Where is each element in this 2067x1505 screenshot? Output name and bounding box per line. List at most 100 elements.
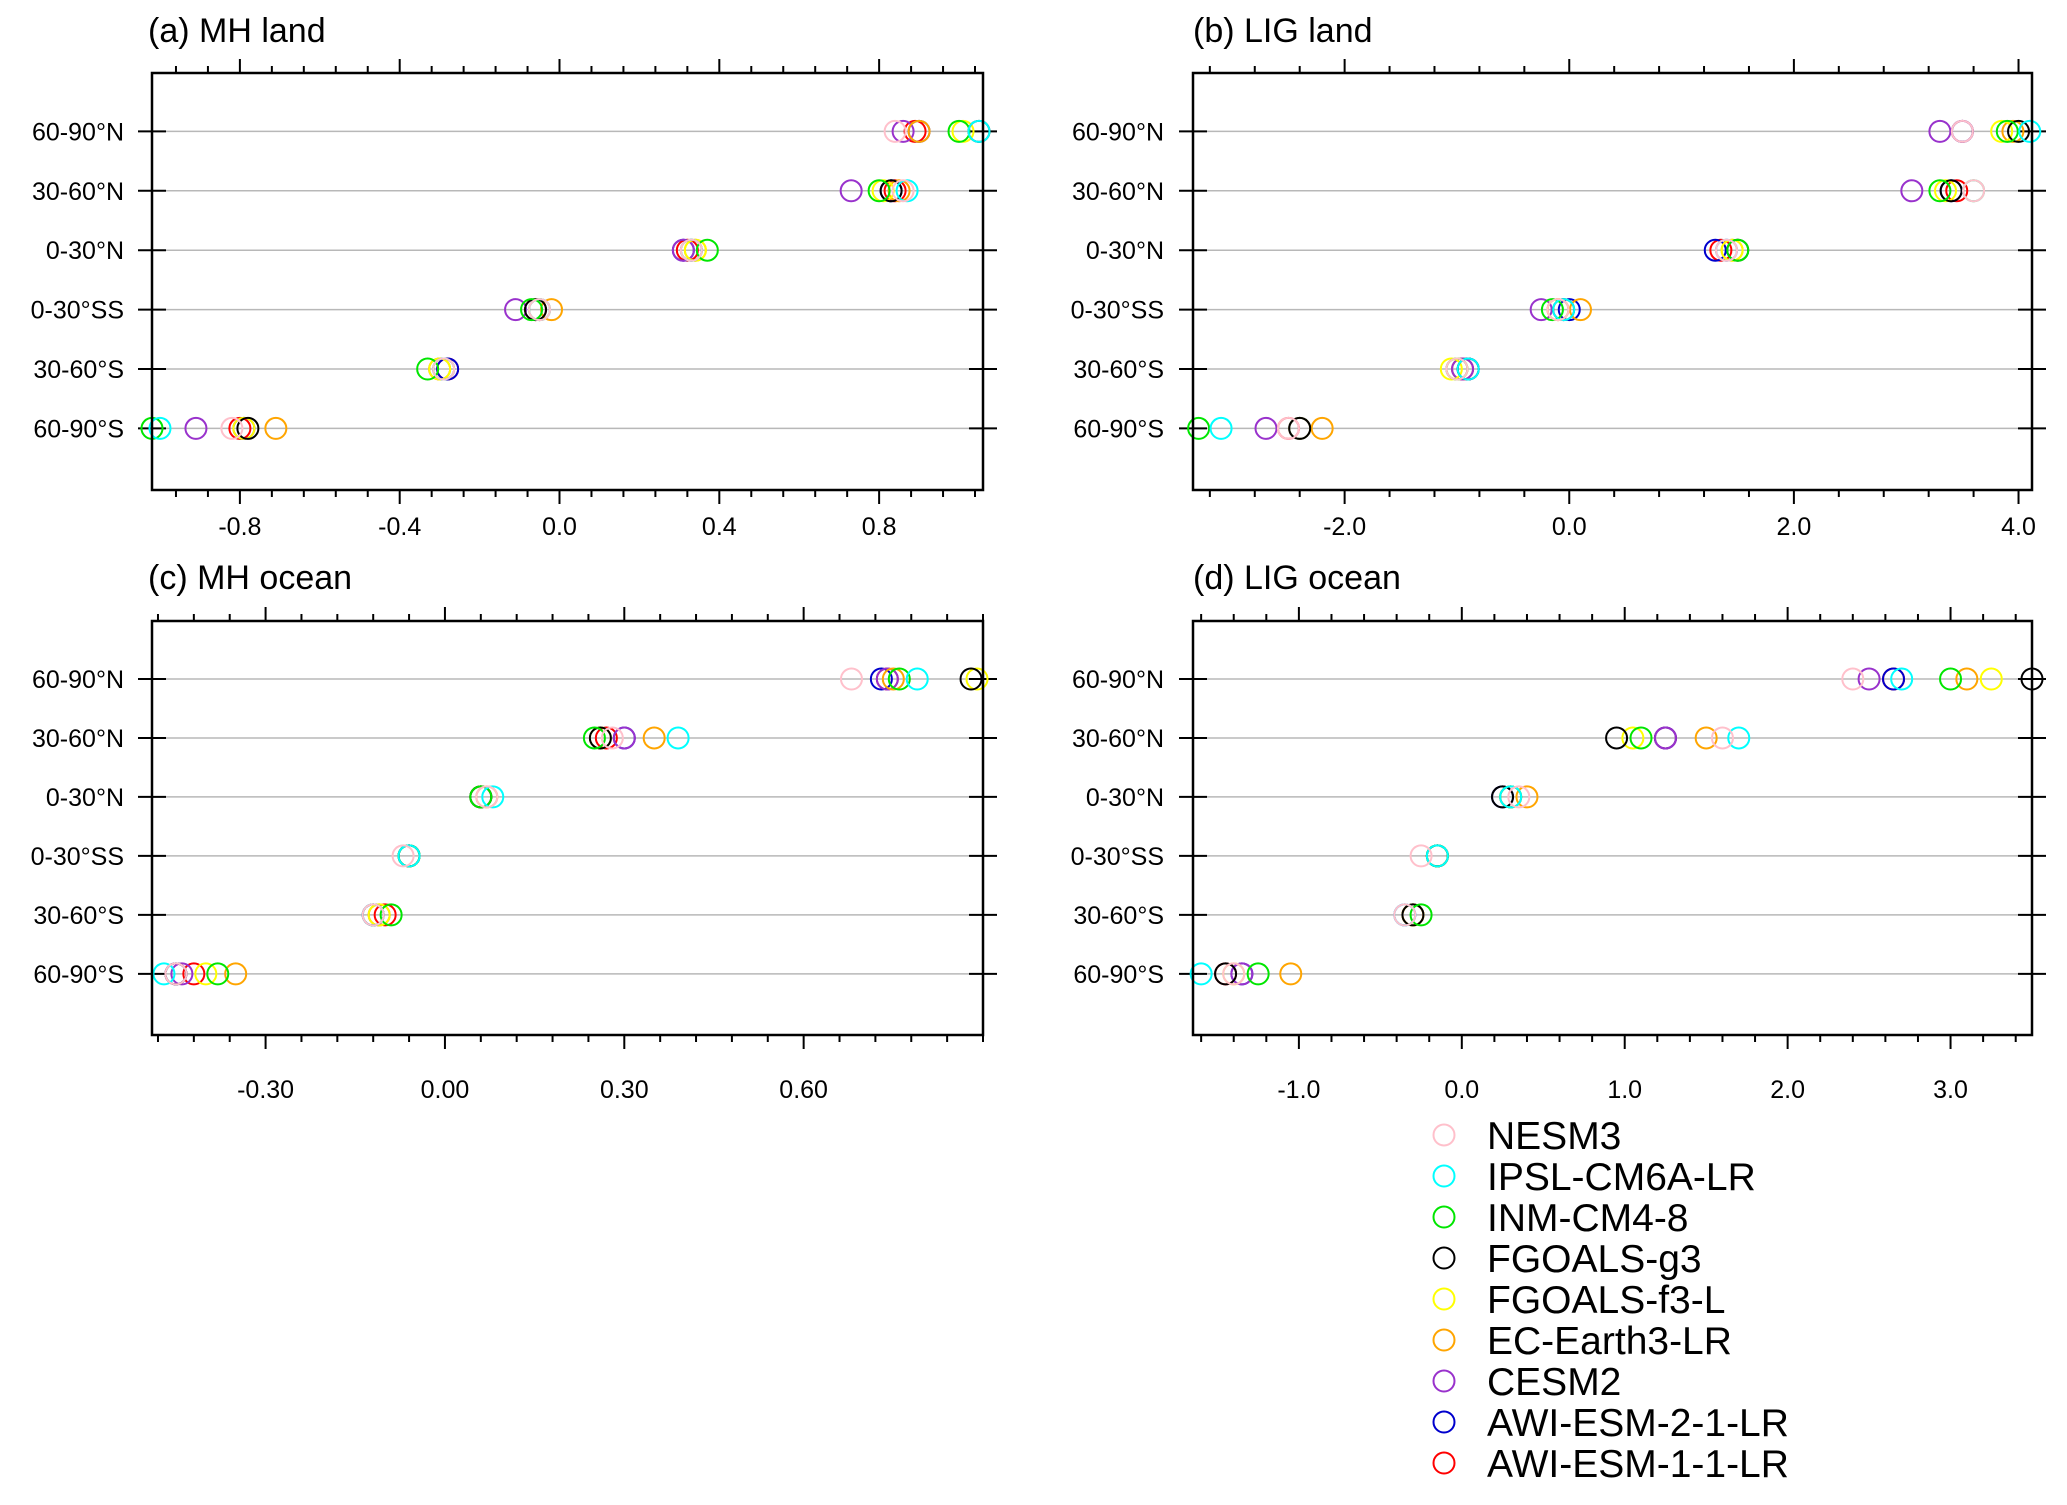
category-label: 60-90°N (1072, 666, 1164, 694)
x-tick-label: -2.0 (1323, 513, 1366, 541)
data-point (206, 962, 230, 986)
data-point (947, 119, 971, 143)
legend-item: EC-Earth3-LR (1432, 1320, 1732, 1363)
data-point (1209, 416, 1233, 440)
panel-title: (b) LIG land (1193, 12, 1373, 50)
data-point (152, 962, 176, 986)
data-point (967, 119, 991, 143)
data-point (1230, 962, 1254, 986)
data-point (588, 726, 612, 750)
data-point (1456, 357, 1480, 381)
data-point (891, 179, 915, 203)
x-tick-label: 2.0 (1770, 1076, 1805, 1104)
panel-c-mh-ocean: (c) MH ocean 60-90°N 30-60°N 0-30°N 0-30°SS 3… (31, 559, 997, 1104)
data-point (184, 416, 208, 440)
category-label: 0-30°N (46, 237, 124, 265)
data-point (1703, 238, 1727, 262)
x-tick-label: -0.8 (218, 513, 261, 541)
data-point (432, 357, 456, 381)
legend-item: AWI-ESM-2-1-LR (1432, 1402, 1789, 1445)
data-point (1401, 903, 1425, 927)
data-point (1507, 785, 1531, 809)
x-tick-label: 0.0 (1552, 513, 1587, 541)
data-point (869, 667, 893, 691)
data-point (367, 903, 391, 927)
data-point (379, 903, 403, 927)
legend-item: AWI-ESM-1-1-LR (1432, 1443, 1789, 1486)
x-tick-label: 0.30 (600, 1076, 649, 1104)
legend-label: INM-CM4-8 (1487, 1197, 1689, 1240)
data-point (879, 179, 903, 203)
legend-marker (1432, 1287, 1456, 1311)
data-point (148, 416, 172, 440)
data-point (1857, 667, 1881, 691)
data-point (1187, 416, 1211, 440)
data-point (1715, 238, 1739, 262)
legend-item: NESM3 (1432, 1115, 1621, 1158)
legend-label: EC-Earth3-LR (1487, 1320, 1732, 1363)
legend-marker (1432, 1328, 1456, 1352)
data-point (1709, 238, 1733, 262)
x-tick-label: 4.0 (2001, 513, 2036, 541)
data-point (679, 238, 703, 262)
data-point (867, 179, 891, 203)
data-point (1310, 416, 1334, 440)
data-point (695, 238, 719, 262)
plot-frame (1191, 619, 2034, 1037)
category-label: 0-30°N (1086, 237, 1164, 265)
x-tick-label: 0.8 (862, 513, 897, 541)
data-point (397, 844, 421, 868)
legend-item: CESM2 (1432, 1361, 1621, 1404)
data-point (612, 726, 636, 750)
data-point (164, 962, 188, 986)
data-point (264, 416, 288, 440)
data-point (642, 726, 666, 750)
legend-item: FGOALS-g3 (1432, 1238, 1702, 1281)
category-label: 60-90°N (32, 666, 124, 694)
data-point (236, 416, 260, 440)
data-point (1995, 119, 2019, 143)
data-point (182, 962, 206, 986)
data-point (416, 357, 440, 381)
category-label: 30-60°N (1072, 725, 1164, 753)
data-point (1189, 962, 1213, 986)
legend-marker (1432, 1246, 1456, 1270)
data-point (1928, 179, 1952, 203)
data-point (1409, 844, 1433, 868)
data-point (1409, 903, 1433, 927)
data-point (2001, 119, 2025, 143)
data-point (1276, 416, 1300, 440)
data-point (1439, 357, 1463, 381)
category-label: 30-60°N (32, 178, 124, 206)
legend-item: FGOALS-f3-L (1432, 1279, 1725, 1322)
x-tick-label: -1.0 (1277, 1076, 1320, 1104)
data-point (1445, 357, 1469, 381)
data-point (1557, 298, 1581, 322)
data-point (887, 667, 911, 691)
data-point (481, 785, 505, 809)
x-tick-label: 0.4 (702, 513, 737, 541)
data-point (907, 119, 931, 143)
panel-title: (a) MH land (148, 12, 326, 50)
data-point (220, 416, 244, 440)
category-label: 60-90°S (1073, 415, 1164, 443)
category-label: 30-60°S (1073, 902, 1164, 930)
data-point (839, 179, 863, 203)
data-point (2018, 119, 2042, 143)
data-point (1890, 667, 1914, 691)
plot-frame (150, 619, 985, 1037)
data-point (540, 298, 564, 322)
x-tick-label: 0.60 (779, 1076, 828, 1104)
data-point (1882, 667, 1906, 691)
legend-marker (1432, 1369, 1456, 1393)
data-point (1540, 298, 1564, 322)
category-label: 60-90°S (1073, 961, 1164, 989)
data-point (1279, 962, 1303, 986)
category-label: 30-60°N (1072, 178, 1164, 206)
data-point (1605, 726, 1629, 750)
x-tick-label: -0.4 (378, 513, 421, 541)
data-point (594, 726, 618, 750)
legend-item: IPSL-CM6A-LR (1432, 1156, 1756, 1199)
x-tick-label: 0.00 (421, 1076, 470, 1104)
